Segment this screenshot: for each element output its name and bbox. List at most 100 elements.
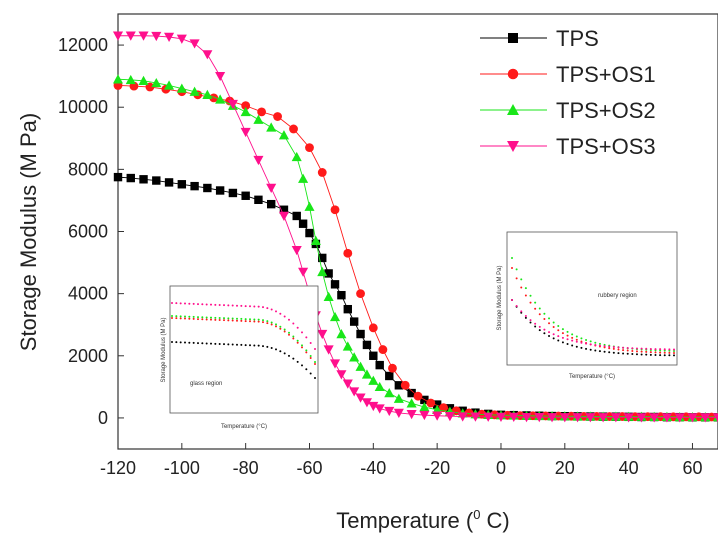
inset-point <box>529 321 532 324</box>
inset-point <box>557 335 560 338</box>
inset-point <box>296 341 299 344</box>
inset-point <box>589 348 592 351</box>
inset-point <box>511 299 513 301</box>
data-point <box>406 410 417 420</box>
inset-point <box>520 278 523 281</box>
data-point <box>508 412 519 423</box>
inset-point <box>649 351 652 354</box>
x-tick-label: -80 <box>233 458 259 478</box>
inset-point <box>179 302 182 305</box>
data-point <box>470 412 481 422</box>
y-tick-label: 4000 <box>68 284 108 304</box>
inset-point <box>249 344 251 347</box>
inset-point <box>534 322 537 325</box>
inset-point <box>585 347 588 350</box>
inset-glass-region: glass region Storage Modulus (M Pa) Temp… <box>161 285 319 430</box>
inset-point <box>283 315 286 318</box>
inset-point <box>309 354 312 357</box>
data-point <box>687 413 698 423</box>
data-point <box>419 410 430 421</box>
inset-point <box>240 319 243 322</box>
inset-point <box>249 305 251 308</box>
inset-point <box>649 347 652 350</box>
data-point <box>374 404 385 414</box>
inset-point <box>240 317 243 320</box>
inset-point <box>197 318 199 321</box>
inset-point <box>622 349 625 352</box>
inset-point <box>534 301 537 304</box>
data-point <box>674 413 685 423</box>
data-point <box>375 360 384 370</box>
data-point <box>189 39 200 49</box>
inset-point <box>557 329 560 332</box>
inset-point <box>301 331 303 334</box>
legend-marker <box>507 104 519 115</box>
inset-point <box>262 306 264 309</box>
data-point <box>310 235 321 246</box>
inset-point <box>192 341 195 344</box>
data-point <box>368 401 379 412</box>
inset-point <box>571 336 574 339</box>
inset-point <box>673 354 675 357</box>
inset-point <box>175 317 178 320</box>
inset-point <box>244 344 247 347</box>
inset-glass-y-label: Storage Modulus (M Pa) <box>161 317 167 382</box>
inset-point <box>236 304 238 307</box>
inset-point <box>659 351 662 354</box>
x-tick-label: -20 <box>424 458 450 478</box>
x-tick-label: 40 <box>619 458 639 478</box>
inset-point <box>594 349 597 352</box>
inset-point <box>645 347 648 350</box>
data-point <box>343 304 352 314</box>
inset-point <box>253 305 256 308</box>
inset-point <box>543 312 546 315</box>
inset-point <box>635 353 638 356</box>
inset-point <box>218 304 221 306</box>
inset-point <box>197 303 199 306</box>
data-point <box>336 328 347 339</box>
inset-point <box>575 345 578 348</box>
inset-point <box>580 337 583 340</box>
legend-label: TPS+OS1 <box>556 62 656 87</box>
data-point <box>368 323 378 333</box>
inset-point <box>223 319 225 322</box>
y-tick-label: 10000 <box>58 97 108 117</box>
data-point <box>125 74 136 85</box>
data-point <box>278 130 289 140</box>
data-point <box>432 411 443 421</box>
data-point <box>323 291 334 301</box>
data-point <box>661 413 672 423</box>
inset-point <box>257 320 260 323</box>
inset-point <box>617 346 620 349</box>
data-point <box>384 388 395 398</box>
data-point <box>317 168 327 177</box>
inset-point <box>552 337 555 340</box>
inset-point <box>205 303 208 306</box>
inset-point <box>218 319 221 321</box>
data-point <box>305 228 314 238</box>
legend-marker <box>508 33 518 43</box>
inset-point <box>184 302 186 305</box>
inset-point <box>296 339 299 342</box>
inset-point <box>524 315 527 318</box>
data-point <box>400 380 410 390</box>
inset-point <box>171 302 173 304</box>
inset-point <box>262 345 264 348</box>
inset-point <box>184 315 186 318</box>
inset-point <box>668 349 671 352</box>
inset-point <box>283 330 286 333</box>
inset-point <box>192 302 195 305</box>
inset-point <box>188 302 191 305</box>
inset-point <box>561 328 564 331</box>
data-point <box>355 361 366 371</box>
inset-point <box>240 343 243 346</box>
data-point <box>273 112 282 121</box>
inset-point <box>210 342 212 345</box>
inset-point <box>617 352 620 355</box>
data-point <box>112 31 124 41</box>
legend-marker <box>507 68 519 80</box>
legend-label: TPS+OS2 <box>556 98 656 123</box>
data-point <box>336 370 347 380</box>
inset-point <box>227 319 230 322</box>
inset-point <box>179 341 182 344</box>
